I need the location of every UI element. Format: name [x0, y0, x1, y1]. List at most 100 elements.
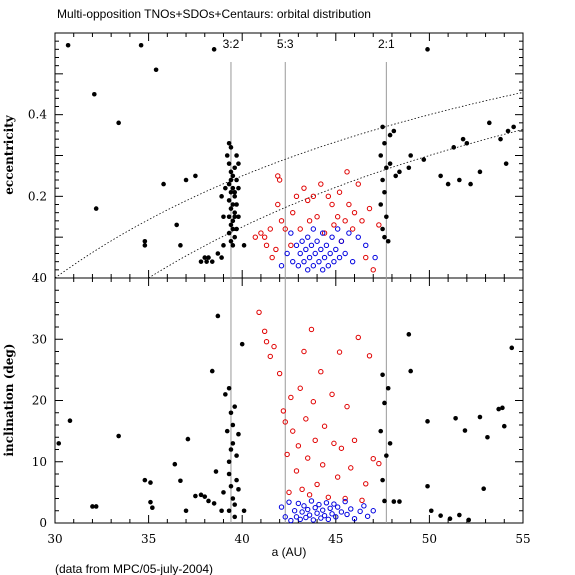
inclination-point-red — [314, 481, 320, 488]
inclination-point-blue — [342, 498, 348, 505]
eccentricity-point-red — [342, 218, 348, 224]
eccentricity-point-blue — [299, 238, 305, 244]
eccentricity-point-blue — [293, 242, 300, 249]
eccentricity-point-black — [230, 226, 236, 232]
inclination-point-red — [359, 497, 365, 504]
inclination-point-black — [224, 428, 230, 434]
eccentricity-point-black — [223, 185, 228, 191]
eccentricity-point-blue — [342, 250, 348, 257]
eccentricity-point-black — [228, 177, 234, 183]
eccentricity-point-black — [226, 181, 232, 187]
eccentricity-point-black — [142, 238, 148, 244]
eccentricity-point-black — [393, 173, 399, 179]
resonance-label: 5:3 — [277, 37, 294, 51]
inclination-point-blue — [305, 506, 311, 513]
inclination-point-blue — [314, 510, 320, 516]
inclination-point-black — [172, 461, 178, 467]
inclination-point-red — [303, 416, 309, 422]
eccentricity-point-black — [387, 161, 393, 166]
inclination-point-black — [202, 494, 208, 499]
inclination-point-black — [226, 385, 232, 391]
inclination-point-black — [236, 487, 241, 492]
inclination-point-black — [221, 490, 226, 495]
inclination-point-blue — [333, 514, 339, 520]
eccentricity-point-black — [391, 128, 397, 134]
inclination-point-black — [241, 508, 247, 514]
eccentricity-point-red — [258, 230, 264, 236]
eccentricity-point-red — [344, 169, 350, 175]
inclination-point-black — [462, 428, 468, 433]
eccentricity-point-black — [153, 67, 159, 73]
inclination-point-red — [331, 440, 337, 447]
eccentricity-point-blue — [334, 226, 341, 232]
y-tick-label: 30 — [32, 332, 47, 346]
eccentricity-point-black — [503, 161, 509, 166]
inclination-point-black — [239, 341, 245, 347]
x-tick-label: 35 — [141, 532, 156, 546]
eccentricity-point-black — [425, 47, 430, 52]
inclination-point-blue — [331, 501, 337, 507]
eccentricity-point-black — [204, 259, 209, 264]
eccentricity-point-black — [198, 259, 204, 264]
eccentricity-point-blue — [290, 258, 296, 265]
eccentricity-point-blue — [288, 230, 294, 236]
eccentricity-point-blue — [321, 254, 328, 261]
eccentricity-point-black — [421, 157, 427, 162]
eccentricity-point-black — [460, 136, 466, 142]
eccentricity-point-blue — [295, 263, 302, 269]
inclination-point-black — [219, 508, 224, 514]
eccentricity-point-red — [334, 214, 341, 220]
eccentricity-point-black — [232, 214, 238, 220]
inclination-point-red — [299, 486, 305, 493]
inclination-point-black — [206, 498, 211, 504]
eccentricity-point-black — [183, 177, 189, 183]
inclination-point-red — [342, 495, 348, 502]
eccentricity-point-blue — [372, 254, 378, 261]
eccentricity-point-blue — [297, 250, 303, 257]
resonance-lines: 3:2 5:3 2:1 — [223, 37, 395, 523]
eccentricity-point-black — [232, 234, 238, 240]
inclination-point-black — [406, 332, 412, 337]
inclination-point-black — [226, 459, 232, 465]
eccentricity-point-black — [236, 185, 241, 191]
inclination-point-black — [116, 433, 121, 439]
inclination-point-black — [380, 372, 385, 378]
x-tick-label: 55 — [515, 532, 530, 546]
inclination-point-black — [384, 453, 389, 458]
eccentricity-point-black — [232, 210, 238, 215]
bottom-y-axis-label: inclination (deg) — [2, 344, 16, 457]
inclination-point-red — [308, 326, 315, 333]
eccentricity-point-black — [438, 173, 443, 179]
eccentricity-point-black — [228, 145, 234, 150]
inclination-point-red — [256, 309, 262, 315]
inclination-point-black — [211, 501, 217, 506]
eccentricity-point-black — [228, 189, 234, 195]
inclination-point-black — [90, 504, 95, 509]
inclination-point-black — [183, 508, 189, 514]
eccentricity-point-black — [487, 120, 492, 126]
y-tick-label: 0 — [39, 516, 47, 530]
inclination-point-blue — [286, 499, 292, 505]
y-tick-label: 40 — [32, 271, 47, 285]
bottom-panel-ticks: 30 35 40 45 50 55 0 10 20 30 40 — [32, 271, 531, 546]
inclination-point-red — [261, 328, 268, 334]
eccentricity-point-black — [215, 251, 221, 256]
inclination-point-red — [280, 408, 287, 414]
eccentricity-point-red — [301, 185, 307, 191]
resonance-label: 3:2 — [223, 37, 240, 51]
x-tick-label: 45 — [328, 532, 343, 546]
inclination-point-red — [267, 353, 273, 360]
inclination-point-blue — [327, 505, 333, 511]
inclination-points — [56, 309, 515, 524]
eccentricity-point-red — [288, 242, 294, 249]
eccentricity-point-black — [226, 198, 232, 203]
inclination-point-black — [230, 422, 236, 428]
eccentricity-point-black — [384, 165, 389, 171]
eccentricity-point-red — [290, 209, 296, 216]
inclination-point-red — [376, 460, 382, 467]
eccentricity-point-black — [451, 145, 457, 150]
x-tick-label: 30 — [47, 532, 62, 546]
eccentricity-point-black — [230, 243, 236, 248]
inclination-point-blue — [325, 516, 332, 523]
